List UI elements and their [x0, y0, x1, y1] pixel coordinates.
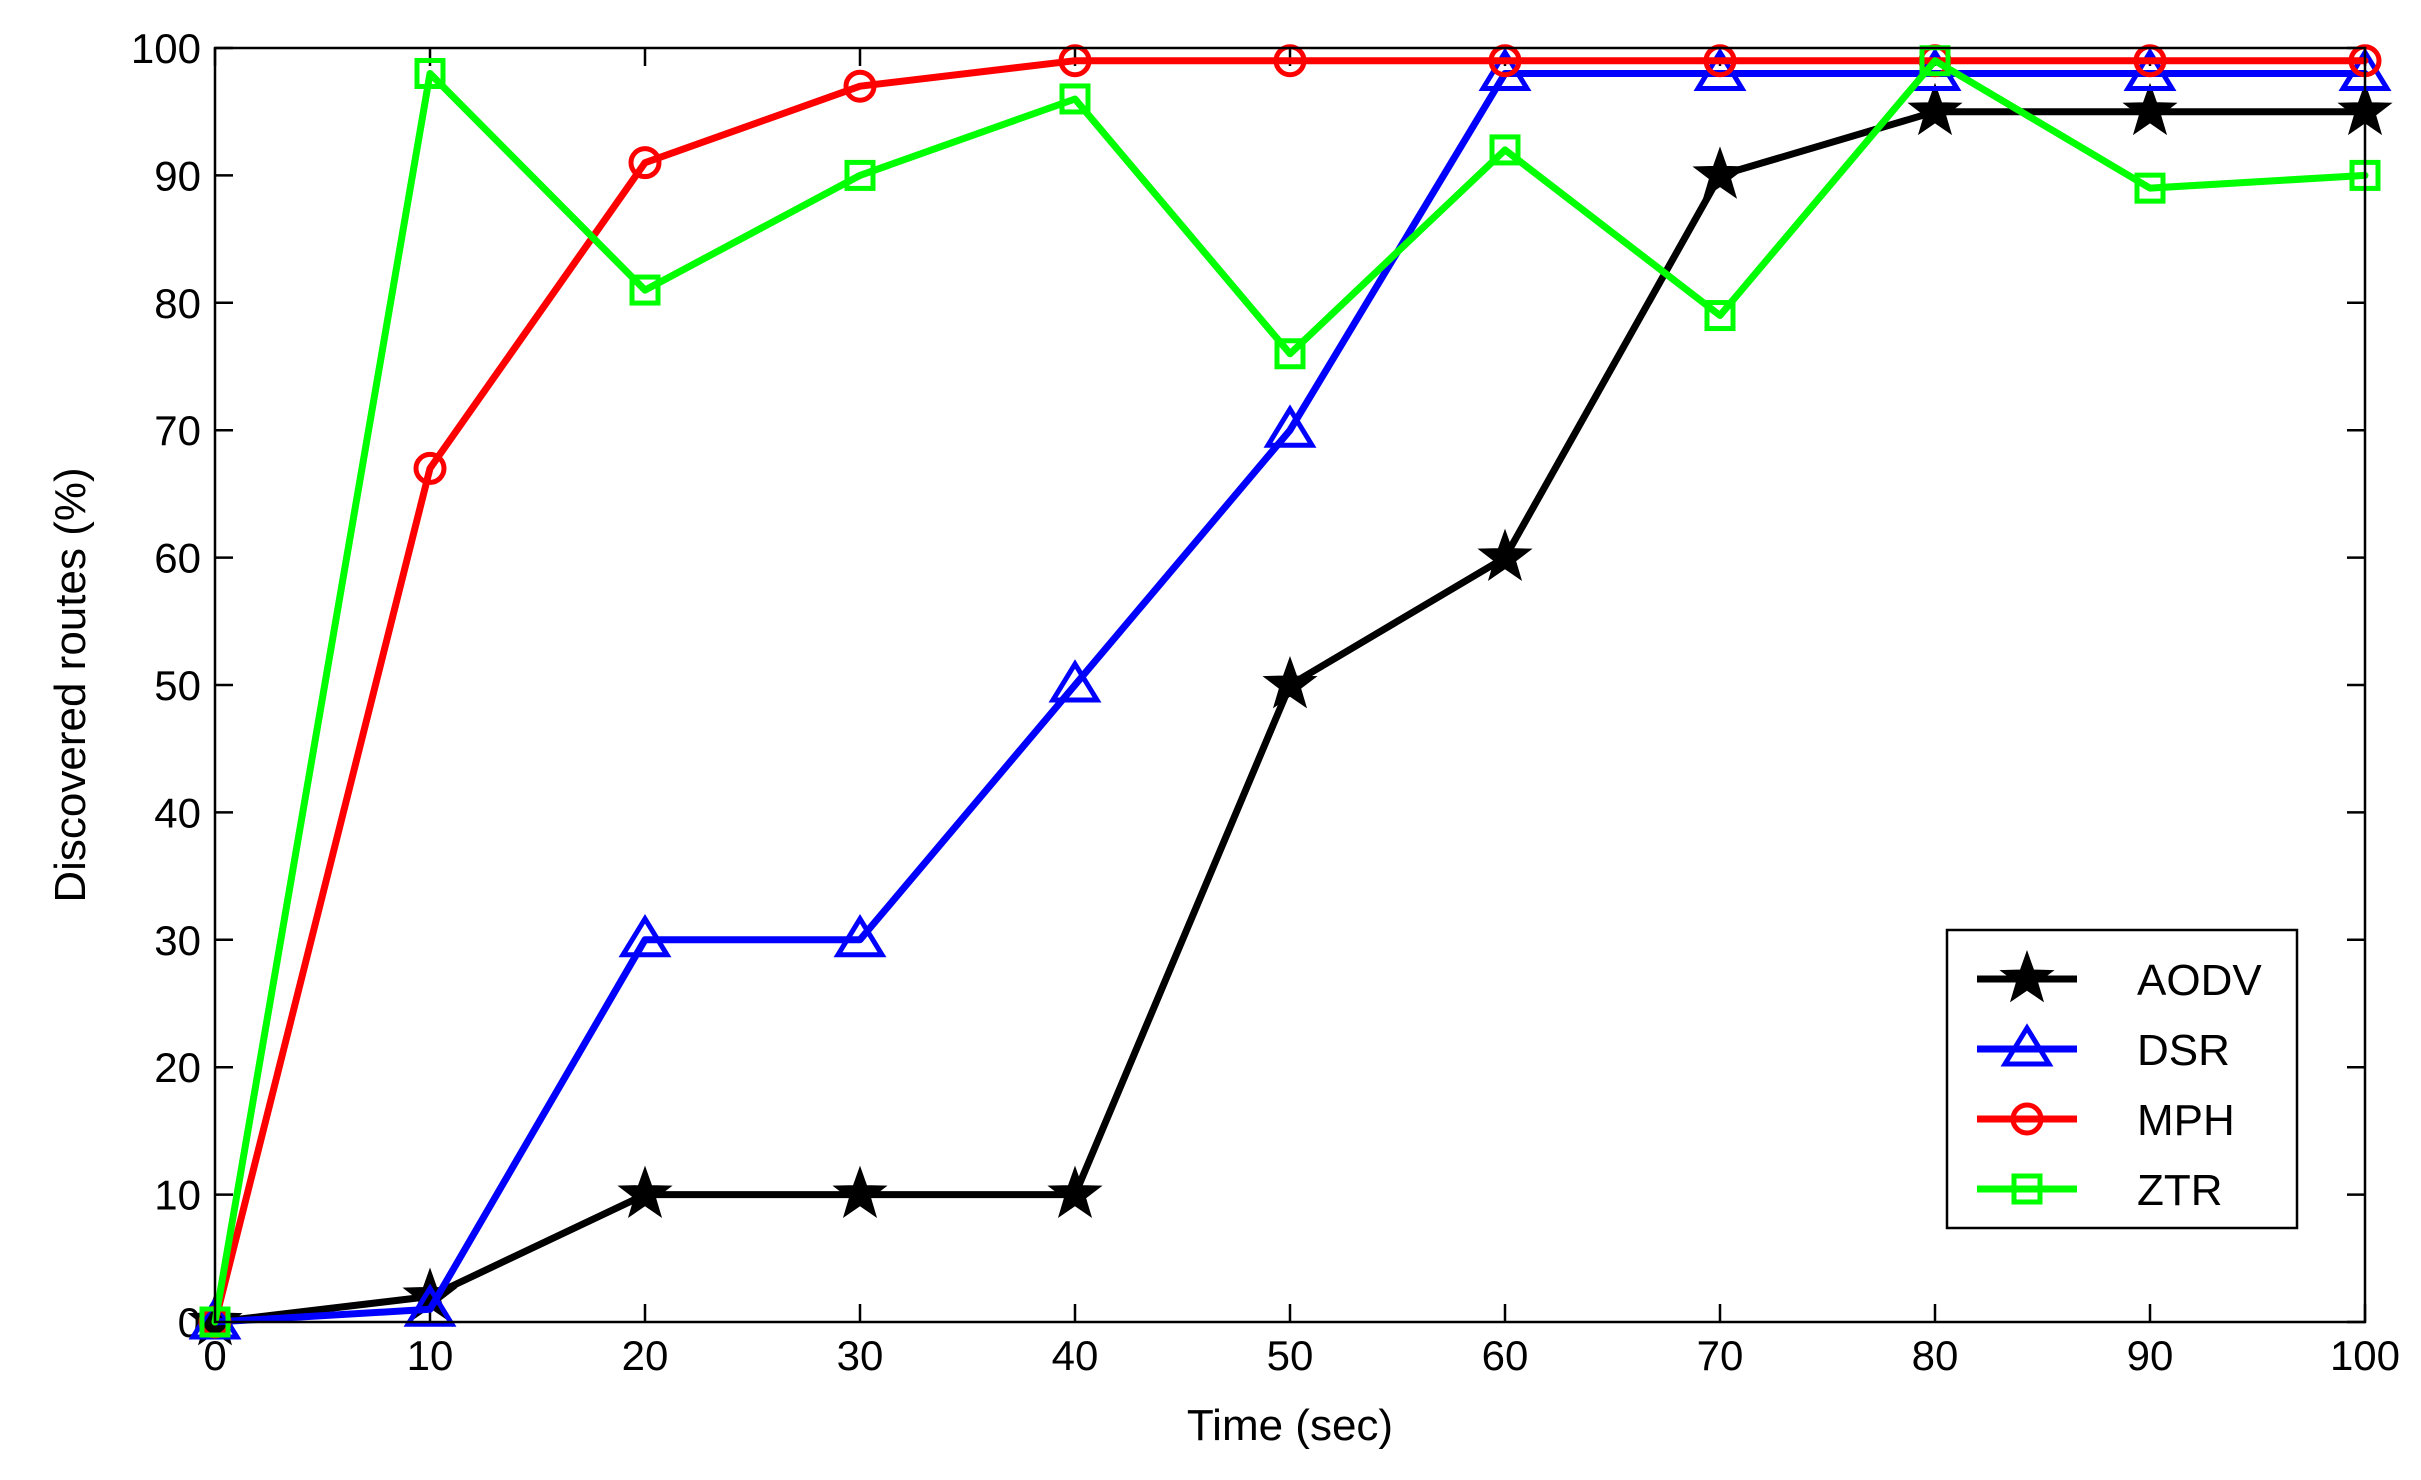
data-point-aodv	[617, 1165, 673, 1219]
data-point-mph	[628, 146, 662, 180]
data-point-dsr	[1263, 404, 1317, 448]
data-point-aodv	[1262, 656, 1318, 709]
legend-label: AODV	[2137, 956, 2262, 1005]
y-tick-label: 10	[154, 1172, 201, 1219]
legend-label: MPH	[2137, 1096, 2235, 1145]
data-point-aodv	[1477, 528, 1533, 582]
data-point-ztr	[2134, 172, 2166, 204]
y-tick-label: 50	[154, 662, 201, 709]
data-point-mph	[2133, 44, 2167, 78]
data-point-ztr	[1274, 338, 1306, 370]
legend-item-dsr: DSR	[1977, 1023, 2230, 1075]
data-point-dsr	[833, 914, 887, 958]
data-point-dsr	[1048, 659, 1102, 703]
x-tick-label: 50	[1267, 1332, 1314, 1379]
series-layer	[187, 44, 2393, 1346]
legend-marker-dsr	[2000, 1023, 2054, 1067]
data-point-aodv	[1047, 1165, 1103, 1219]
data-point-ztr	[1059, 83, 1091, 115]
data-point-mph	[1488, 44, 1522, 78]
legend-item-mph: MPH	[1977, 1096, 2235, 1145]
data-point-ztr	[629, 274, 661, 306]
data-point-aodv	[832, 1165, 888, 1219]
series-line-ztr	[211, 57, 2369, 1326]
data-point-ztr	[414, 57, 446, 89]
legend-label: DSR	[2137, 1026, 2230, 1075]
legend: AODV DSR MPH ZTR	[1945, 928, 2299, 1230]
y-tick-label: 70	[154, 407, 201, 454]
x-tick-label: 80	[1912, 1332, 1959, 1379]
x-tick-label: 30	[837, 1332, 884, 1379]
data-point-ztr	[1489, 134, 1521, 166]
y-tick-label: 80	[154, 280, 201, 327]
data-point-mph	[413, 451, 447, 485]
legend-marker-mph	[2010, 1102, 2044, 1136]
data-point-mph	[1058, 44, 1092, 78]
y-tick-label: 20	[154, 1044, 201, 1091]
legend-marker-ztr	[2011, 1173, 2043, 1205]
x-tick-label: 70	[1697, 1332, 1744, 1379]
x-tick-label: 20	[622, 1332, 669, 1379]
y-tick-label: 60	[154, 535, 201, 582]
y-tick-label: 90	[154, 152, 201, 199]
y-tick-label: 40	[154, 789, 201, 836]
legend-item-ztr: ZTR	[1977, 1166, 2223, 1215]
data-point-aodv	[1692, 146, 1748, 199]
data-point-mph	[843, 69, 877, 103]
data-point-aodv	[2122, 82, 2178, 136]
y-tick-label: 100	[131, 25, 201, 72]
x-tick-label: 10	[407, 1332, 454, 1379]
x-tick-label: 100	[2330, 1332, 2400, 1379]
plot-frame	[213, 46, 2367, 1324]
x-tick-label: 90	[2127, 1332, 2174, 1379]
series-line-mph	[211, 57, 2369, 1326]
data-point-mph	[1703, 44, 1737, 78]
data-point-dsr	[618, 914, 672, 958]
data-point-ztr	[844, 159, 876, 191]
data-point-ztr	[1704, 300, 1736, 332]
x-tick-label: 0	[203, 1332, 226, 1379]
data-point-mph	[1273, 44, 1307, 78]
y-tick-label: 30	[154, 917, 201, 964]
data-point-dsr	[403, 1283, 457, 1327]
legend-marker-aodv	[1999, 950, 2055, 1003]
series-aodv	[187, 82, 2393, 1346]
y-axis-label: Discovered routes (%)	[46, 467, 95, 902]
x-tick-label: 40	[1052, 1332, 1099, 1379]
legend-item-aodv: AODV	[1977, 950, 2262, 1005]
series-mph	[198, 44, 2382, 1339]
legend-label: ZTR	[2137, 1166, 2223, 1215]
data-point-aodv	[1907, 82, 1963, 136]
x-tick-label: 60	[1482, 1332, 1529, 1379]
x-axis-label: Time (sec)	[1187, 1401, 1393, 1450]
series-line-dsr	[211, 70, 2369, 1326]
